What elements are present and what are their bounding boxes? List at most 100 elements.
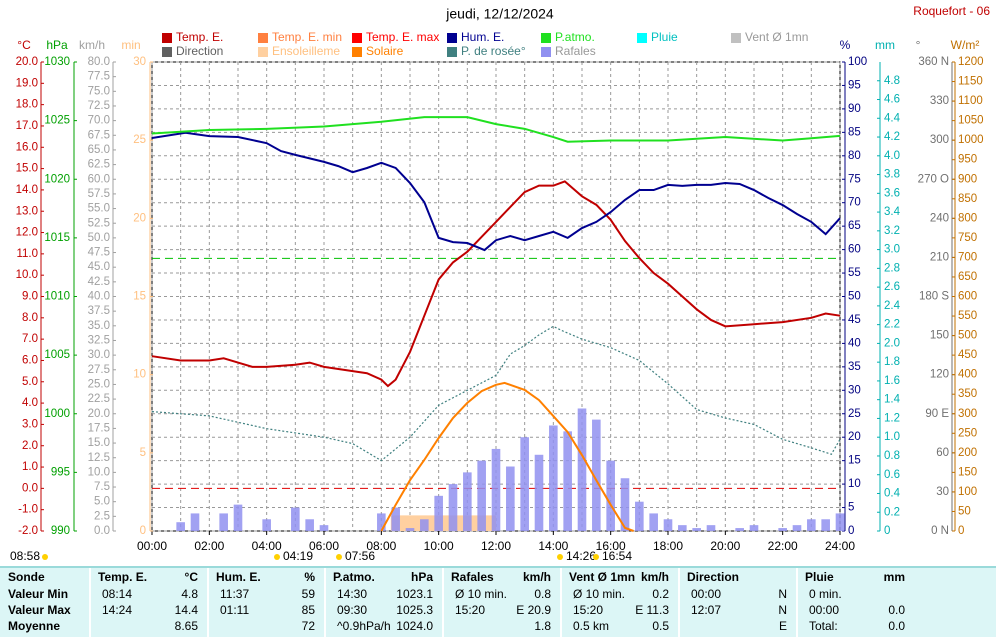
table-unit: mm [884, 570, 905, 584]
y-tick-label: 85 [848, 126, 861, 138]
y-tick-label: 15.0 [88, 437, 110, 449]
axis-unit: W/m² [951, 38, 980, 52]
y-tick-label: 32.5 [88, 335, 110, 347]
gust-bar [391, 507, 400, 531]
table-header: P.atmo. [333, 570, 375, 584]
y-tick-label: 330 [930, 95, 949, 107]
table-header: Vent Ø 1mn [569, 570, 635, 584]
table-cell: 08:14 [102, 587, 132, 601]
y-tick-label: 35.0 [88, 320, 110, 332]
y-tick-label: -2.0 [18, 525, 38, 537]
table-cell: 15:20 [455, 603, 485, 617]
legend-label: Rafales [555, 44, 596, 58]
table-cell: 14:30 [337, 587, 367, 601]
y-tick-label: 7.5 [94, 481, 110, 493]
table-cell: Ø 10 min. [455, 587, 507, 601]
axis-unit: min [121, 38, 140, 52]
table-cell: 8.65 [175, 619, 199, 633]
y-tick-label: 60.0 [88, 173, 110, 185]
y-tick-label: 100 [848, 56, 867, 68]
y-tick-label: 850 [958, 193, 977, 205]
legend-swatch [352, 47, 362, 57]
y-tick-label: 1020 [44, 173, 70, 185]
y-tick-label: 20.0 [88, 408, 110, 420]
annotation: 04:19 [283, 549, 313, 563]
y-tick-label: 5 [848, 502, 854, 514]
y-tick-label: 30 [133, 56, 146, 68]
table-cell: Ø 10 min. [573, 587, 625, 601]
y-tick-label: 1.2 [884, 412, 900, 424]
y-tick-label: 5.0 [94, 496, 110, 508]
table-cell: 15:20 [573, 603, 603, 617]
station: Roquefort - 06 [913, 4, 990, 18]
y-tick-label: 52.5 [88, 217, 110, 229]
gust-bar [377, 513, 386, 531]
sun-marker [336, 554, 342, 560]
y-tick-label: 500 [958, 330, 977, 342]
y-tick-label: 18.0 [16, 99, 38, 111]
y-tick-label: 1000 [44, 408, 70, 420]
table-header: Pluie [805, 570, 834, 584]
x-tick-label: 12:00 [481, 539, 511, 553]
gust-bar [448, 484, 458, 531]
y-tick-label: 15 [133, 291, 146, 303]
gust-bar [420, 519, 429, 531]
y-tick-label: 70 [848, 197, 861, 209]
y-tick-label: 1100 [958, 95, 983, 107]
y-tick-label: 17.5 [88, 422, 110, 434]
y-tick-label: 13.0 [16, 205, 38, 217]
y-tick-label: 900 [958, 173, 977, 185]
y-tick-label: 4.0 [22, 397, 38, 409]
y-tick-label: 9.0 [22, 291, 38, 303]
table-cell: 00:00 [809, 603, 839, 617]
y-tick-label: 2.2 [884, 319, 900, 331]
y-tick-label: 16.0 [16, 141, 38, 153]
gust-bar [405, 528, 415, 531]
table-cell: N [778, 587, 787, 601]
table-row-label: Valeur Min [8, 587, 68, 601]
table-cell: 59 [302, 587, 316, 601]
legend-swatch [541, 47, 551, 57]
table-cell: E 11.3 [635, 603, 669, 617]
table-cell: 09:30 [337, 603, 367, 617]
gust-bar [262, 519, 271, 531]
gust-bar [649, 513, 658, 531]
table-cell: 0.0 [888, 619, 905, 633]
y-tick-label: 40 [848, 337, 861, 349]
y-tick-label: 400 [958, 369, 977, 381]
y-tick-label: 450 [958, 349, 977, 361]
y-tick-label: 14.0 [16, 184, 38, 196]
legend-label: Solaire [366, 44, 404, 58]
y-tick-label: 30 [848, 384, 861, 396]
y-tick-label: 37.5 [88, 305, 110, 317]
y-tick-label: 150 [958, 466, 977, 478]
y-tick-label: -1.0 [18, 504, 38, 516]
gust-bar [219, 513, 228, 531]
table-header: Temp. E. [98, 570, 147, 584]
table-cell: 01:11 [220, 603, 249, 617]
legend-label: Direction [176, 44, 223, 58]
gust-bar [706, 525, 716, 531]
y-tick-label: 270 O [918, 173, 949, 185]
y-tick-label: 10 [848, 478, 861, 490]
y-tick-label: 7.0 [22, 333, 38, 345]
table-row-label: Moyenne [8, 619, 60, 633]
y-tick-label: 60 [936, 447, 949, 459]
y-tick-label: 11.0 [16, 248, 38, 260]
table-cell: 72 [302, 619, 316, 633]
y-tick-label: 120 [930, 369, 949, 381]
x-tick-label: 02:00 [194, 539, 224, 553]
y-tick-label: 57.5 [88, 188, 110, 200]
y-tick-label: 200 [958, 447, 977, 459]
y-tick-label: 90 [848, 103, 861, 115]
y-tick-label: 35 [848, 361, 861, 373]
legend-label: Temp. E. min [272, 30, 342, 44]
gust-bar [563, 431, 572, 531]
gust-bar [735, 528, 744, 531]
y-tick-label: 2.4 [884, 300, 901, 312]
y-tick-label: 1010 [44, 291, 70, 303]
table-cell: Total: [809, 619, 838, 633]
y-tick-label: 10 [133, 369, 146, 381]
table-unit: km/h [523, 570, 551, 584]
